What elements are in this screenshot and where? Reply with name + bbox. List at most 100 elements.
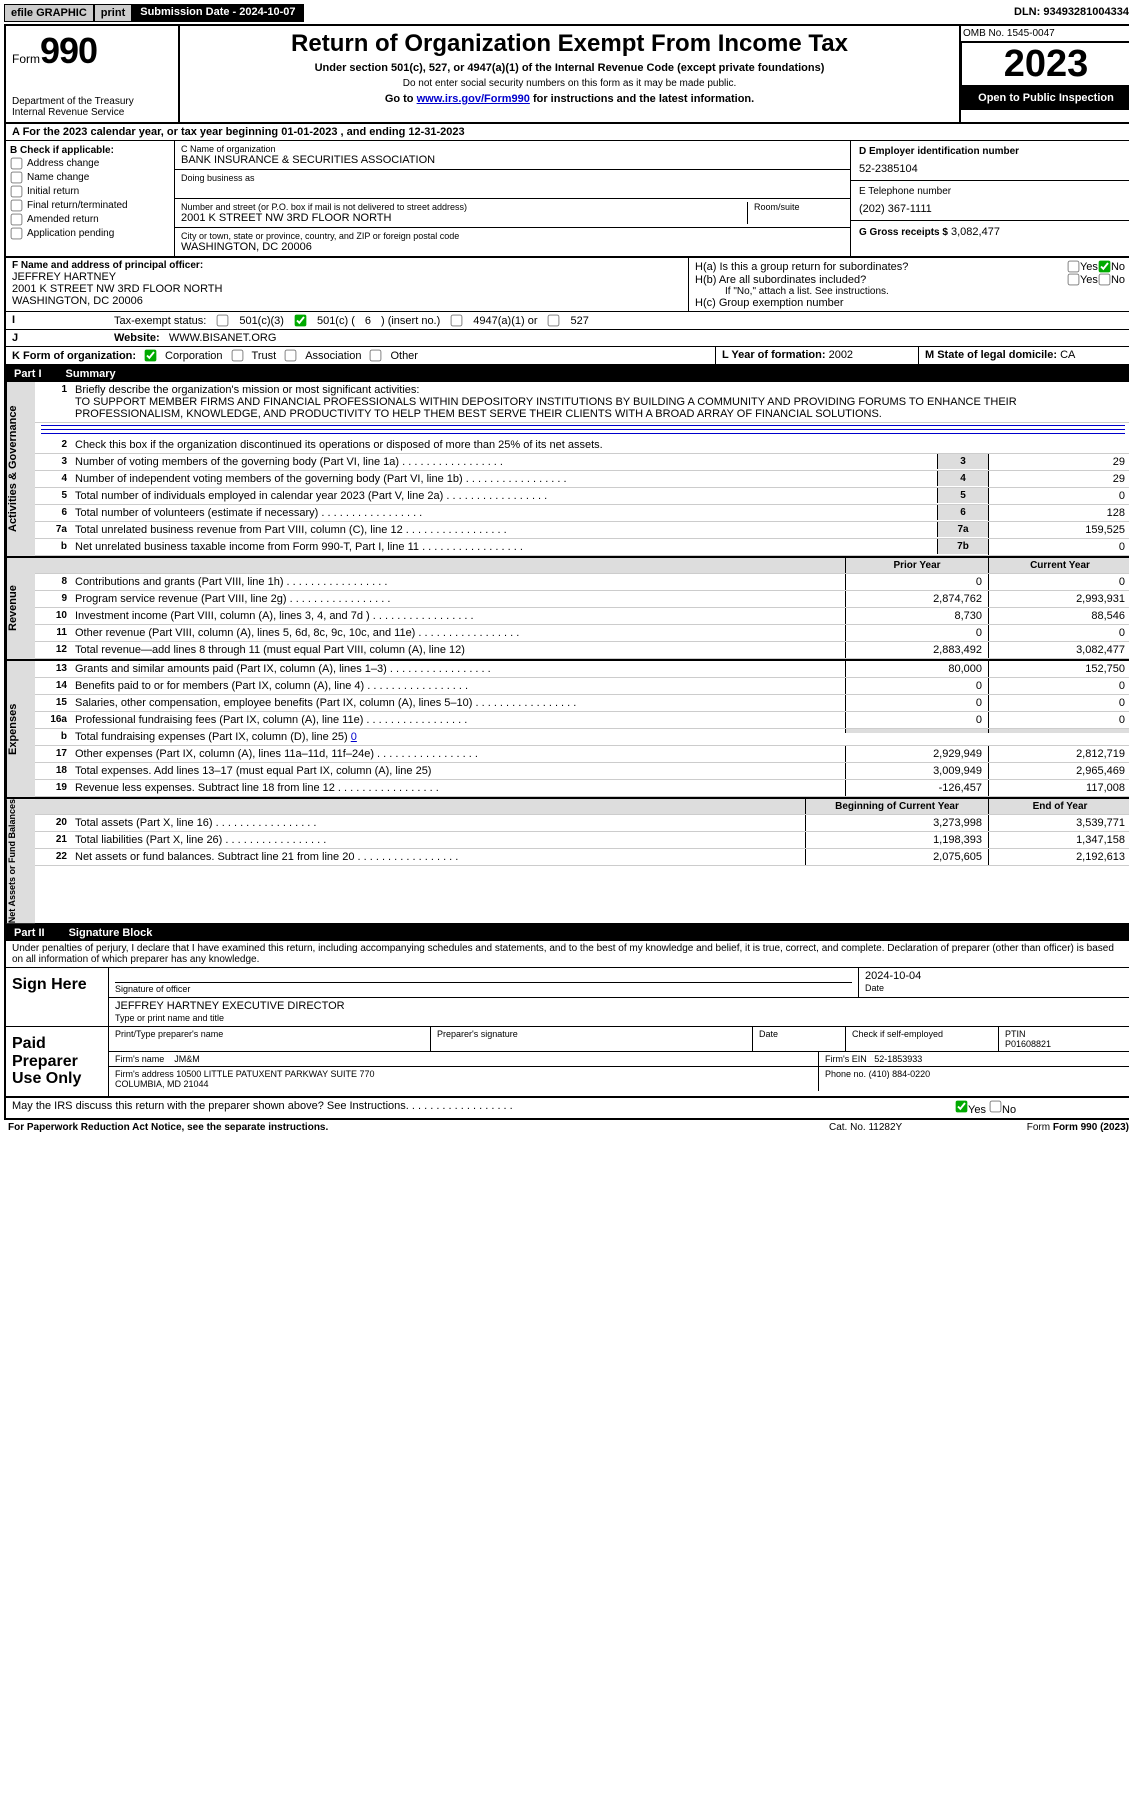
vhead-governance: Activities & Governance <box>6 382 35 556</box>
line7b-text: Net unrelated business taxable income fr… <box>71 539 937 555</box>
chk-hb-yes[interactable] <box>1068 274 1080 286</box>
efile-label: efile GRAPHIC <box>4 4 94 22</box>
state-domicile: CA <box>1060 349 1075 361</box>
e-phone-lbl: E Telephone number <box>859 186 1123 197</box>
chk-ha-yes[interactable] <box>1068 261 1080 273</box>
ptin-val: P01608821 <box>1005 1039 1051 1049</box>
hc-lbl: H(c) Group exemption number <box>695 297 1125 309</box>
form-header: Form990 Department of the Treasury Inter… <box>6 26 1129 124</box>
line14-text: Benefits paid to or for members (Part IX… <box>71 678 845 694</box>
sign-block: Sign Here Signature of officer 2024-10-0… <box>6 968 1129 1027</box>
part2-label: Part II <box>14 927 45 939</box>
line18-text: Total expenses. Add lines 13–17 (must eq… <box>71 763 845 779</box>
lbl-assoc: Association <box>305 350 361 362</box>
line12-text: Total revenue—add lines 8 through 11 (mu… <box>71 642 845 658</box>
e22: 2,192,613 <box>988 849 1129 865</box>
org-address: 2001 K STREET NW 3RD FLOOR NORTH <box>181 212 747 224</box>
part2-bar: Part II Signature Block <box>6 925 1129 941</box>
e20: 3,539,771 <box>988 815 1129 831</box>
chk-trust[interactable] <box>231 350 243 362</box>
lbl-corp: Corporation <box>165 350 222 362</box>
sign-here-label: Sign Here <box>6 968 109 1026</box>
hb-lbl: H(b) Are all subordinates included? <box>695 274 1067 286</box>
firm-ein: 52-1853933 <box>874 1054 922 1064</box>
chk-527[interactable] <box>548 315 560 327</box>
val-501c-num: 6 <box>365 315 371 327</box>
lbl-501c: 501(c) ( <box>317 315 355 327</box>
chk-amended[interactable] <box>11 214 23 226</box>
org-name: BANK INSURANCE & SECURITIES ASSOCIATION <box>181 154 844 166</box>
pra-notice: For Paperwork Reduction Act Notice, see … <box>8 1122 829 1133</box>
c14: 0 <box>988 678 1129 694</box>
lbl-yes: Yes <box>1080 261 1098 273</box>
c11: 0 <box>988 625 1129 641</box>
val-16b[interactable]: 0 <box>351 731 357 743</box>
part1-label: Part I <box>14 368 42 380</box>
lbl-501c3: 501(c)(3) <box>239 315 284 327</box>
line3-text: Number of voting members of the governin… <box>71 454 937 470</box>
l-lbl: L Year of formation: <box>722 349 826 361</box>
chk-app-pending[interactable] <box>11 228 23 240</box>
goto-pre: Go to <box>385 93 417 105</box>
org-city: WASHINGTON, DC 20006 <box>181 241 844 253</box>
year-formation: 2002 <box>829 349 853 361</box>
ty-begin: 01-01-2023 <box>281 126 337 138</box>
chk-hb-no[interactable] <box>1099 274 1111 286</box>
city-lbl: City or town, state or province, country… <box>181 231 844 241</box>
ein-lbl: Firm's EIN <box>825 1054 867 1064</box>
lbl-yes-2: Yes <box>1080 274 1098 286</box>
lbl-amended: Amended return <box>27 214 99 225</box>
firm-lbl: Firm's name <box>115 1054 164 1064</box>
p17: 2,929,949 <box>845 746 988 762</box>
hdr-beg: Beginning of Current Year <box>805 799 988 814</box>
ty-end: 12-31-2023 <box>408 126 464 138</box>
chk-discuss-no[interactable] <box>990 1101 1002 1113</box>
website-value: WWW.BISANET.ORG <box>169 332 277 344</box>
print-button[interactable]: print <box>94 4 132 22</box>
chk-ha-no[interactable] <box>1099 261 1111 273</box>
firm-name: JM&M <box>174 1054 200 1064</box>
chk-final-return[interactable] <box>11 200 23 212</box>
line20-text: Total assets (Part X, line 16) <box>71 815 805 831</box>
chk-discuss-yes[interactable] <box>956 1101 968 1113</box>
g-receipts-lbl: G Gross receipts $ <box>859 227 948 238</box>
p16a: 0 <box>845 712 988 728</box>
line9-text: Program service revenue (Part VIII, line… <box>71 591 845 607</box>
row-f-h: F Name and address of principal officer:… <box>6 258 1129 312</box>
part1-bar: Part I Summary <box>6 366 1129 382</box>
chk-501c[interactable] <box>295 315 307 327</box>
chk-name-change[interactable] <box>11 172 23 184</box>
line17-text: Other expenses (Part IX, column (A), lin… <box>71 746 845 762</box>
prep-date-lbl: Date <box>753 1027 846 1051</box>
dba-lbl: Doing business as <box>181 173 844 183</box>
chk-501c3[interactable] <box>217 315 229 327</box>
line19-text: Revenue less expenses. Subtract line 18 … <box>71 780 845 796</box>
j-lbl-letter: J <box>6 330 108 346</box>
perjury-text: Under penalties of perjury, I declare th… <box>6 941 1129 968</box>
lbl-501c-post: ) (insert no.) <box>381 315 440 327</box>
line1-text: Briefly describe the organization's miss… <box>75 384 419 396</box>
irs-link[interactable]: www.irs.gov/Form990 <box>417 93 530 105</box>
p14: 0 <box>845 678 988 694</box>
chk-other[interactable] <box>370 350 382 362</box>
tax-year-line: A For the 2023 calendar year, or tax yea… <box>6 124 1129 141</box>
c-name-lbl: C Name of organization <box>181 144 844 154</box>
line10-text: Investment income (Part VIII, column (A)… <box>71 608 845 624</box>
rule-line <box>41 429 1125 431</box>
p12: 2,883,492 <box>845 642 988 658</box>
line2-text: Check this box if the organization disco… <box>71 437 1129 453</box>
chk-initial-return[interactable] <box>11 186 23 198</box>
chk-4947[interactable] <box>451 315 463 327</box>
chk-address-change[interactable] <box>11 158 23 170</box>
lbl-app-pending: Application pending <box>27 228 114 239</box>
sign-date: 2024-10-04 <box>865 970 1125 982</box>
cat-no: Cat. No. 11282Y <box>829 1122 989 1133</box>
gross-receipts: 3,082,477 <box>951 226 1000 238</box>
line5-text: Total number of individuals employed in … <box>71 488 937 504</box>
line21-text: Total liabilities (Part X, line 26) <box>71 832 805 848</box>
chk-corp[interactable] <box>145 350 157 362</box>
lbl-address-change: Address change <box>27 158 99 169</box>
form-title: Return of Organization Exempt From Incom… <box>186 30 953 58</box>
ty-mid: , and ending <box>337 126 408 138</box>
chk-assoc[interactable] <box>285 350 297 362</box>
